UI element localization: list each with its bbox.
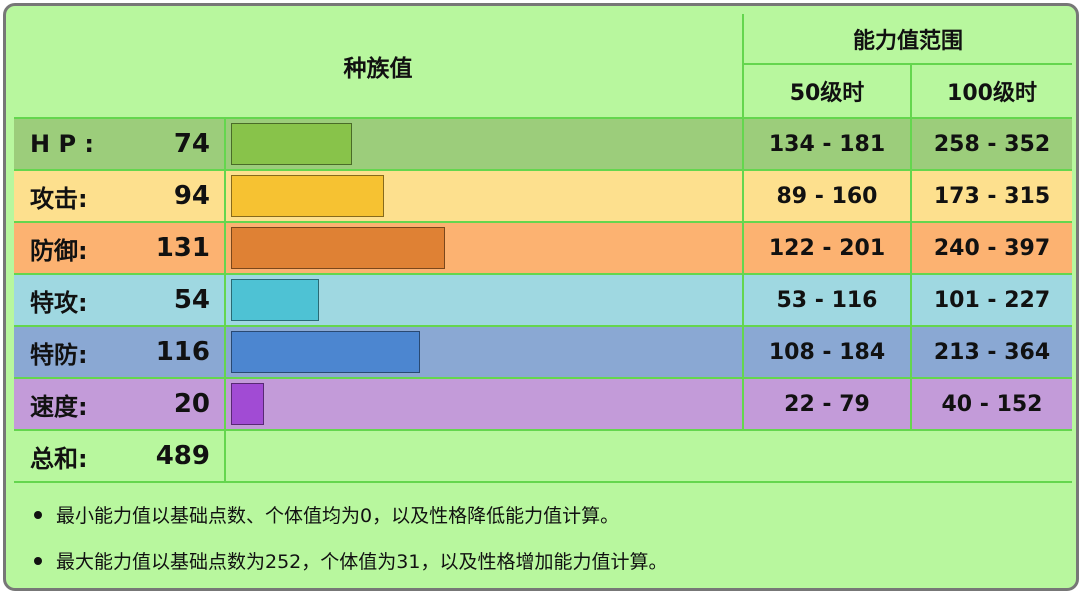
stat-bar: [231, 175, 384, 217]
level100-range: 101 - 227: [912, 275, 1072, 325]
total-value: 489: [144, 431, 224, 481]
level50-range: 89 - 160: [744, 171, 910, 221]
level100-range: 40 - 152: [912, 379, 1072, 429]
stat-bar-cell: [226, 275, 742, 325]
note-item: 最大能力值以基础点数为252，个体值为31，以及性格增加能力值计算。: [34, 547, 667, 574]
stat-bar-cell: [226, 327, 742, 377]
note-text: 最大能力值以基础点数为252，个体值为31，以及性格增加能力值计算。: [56, 551, 668, 573]
level50-range: 108 - 184: [744, 327, 910, 377]
stats-panel: 种族值 能力值范围 50级时 100级时 H P :74 134 - 181 258…: [3, 3, 1079, 591]
level100-range: 213 - 364: [912, 327, 1072, 377]
stat-range-header: 能力值范围: [744, 14, 1072, 63]
stat-bar: [231, 279, 319, 321]
stat-value: 116: [144, 327, 224, 377]
stat-value: 94: [144, 171, 224, 221]
stat-bar: [231, 123, 352, 165]
stat-value: 54: [144, 275, 224, 325]
stat-value: 131: [144, 223, 224, 273]
level50-range: 53 - 116: [744, 275, 910, 325]
level50-range: 122 - 201: [744, 223, 910, 273]
stat-value: 20: [144, 379, 224, 429]
level100-range: 258 - 352: [912, 119, 1072, 169]
total-label: 总和:: [14, 431, 144, 481]
stat-bar-cell: [226, 379, 742, 429]
stat-label: H P :: [14, 119, 144, 169]
bullet-icon: [34, 556, 42, 565]
level50-range: 134 - 181: [744, 119, 910, 169]
stat-label: 速度:: [14, 379, 144, 429]
note-text: 最小能力值以基础点数、个体值均为0，以及性格降低能力值计算。: [56, 505, 620, 527]
stat-bar-cell: [226, 119, 742, 169]
bullet-icon: [34, 510, 42, 519]
level50-range: 22 - 79: [744, 379, 910, 429]
stat-bar: [231, 383, 264, 425]
level100-header: 100级时: [912, 65, 1072, 117]
stat-label: 攻击:: [14, 171, 144, 221]
level50-header: 50级时: [744, 65, 910, 117]
base-stats-header: 种族值: [14, 14, 742, 117]
level100-range: 173 - 315: [912, 171, 1072, 221]
stat-bar-cell: [226, 223, 742, 273]
note-item: 最小能力值以基础点数、个体值均为0，以及性格降低能力值计算。: [34, 501, 619, 528]
stats-table: 种族值 能力值范围 50级时 100级时 H P :74 134 - 181 258…: [14, 14, 1072, 586]
stat-value: 74: [144, 119, 224, 169]
stat-bar-cell: [226, 171, 742, 221]
total-empty-cell: [226, 431, 1072, 481]
level100-range: 240 - 397: [912, 223, 1072, 273]
notes-section: 最小能力值以基础点数、个体值均为0，以及性格降低能力值计算。最大能力值以基础点数…: [14, 483, 1072, 586]
stat-label: 特防:: [14, 327, 144, 377]
stat-label: 防御:: [14, 223, 144, 273]
stat-bar: [231, 227, 445, 269]
stat-bar: [231, 331, 420, 373]
stat-label: 特攻:: [14, 275, 144, 325]
